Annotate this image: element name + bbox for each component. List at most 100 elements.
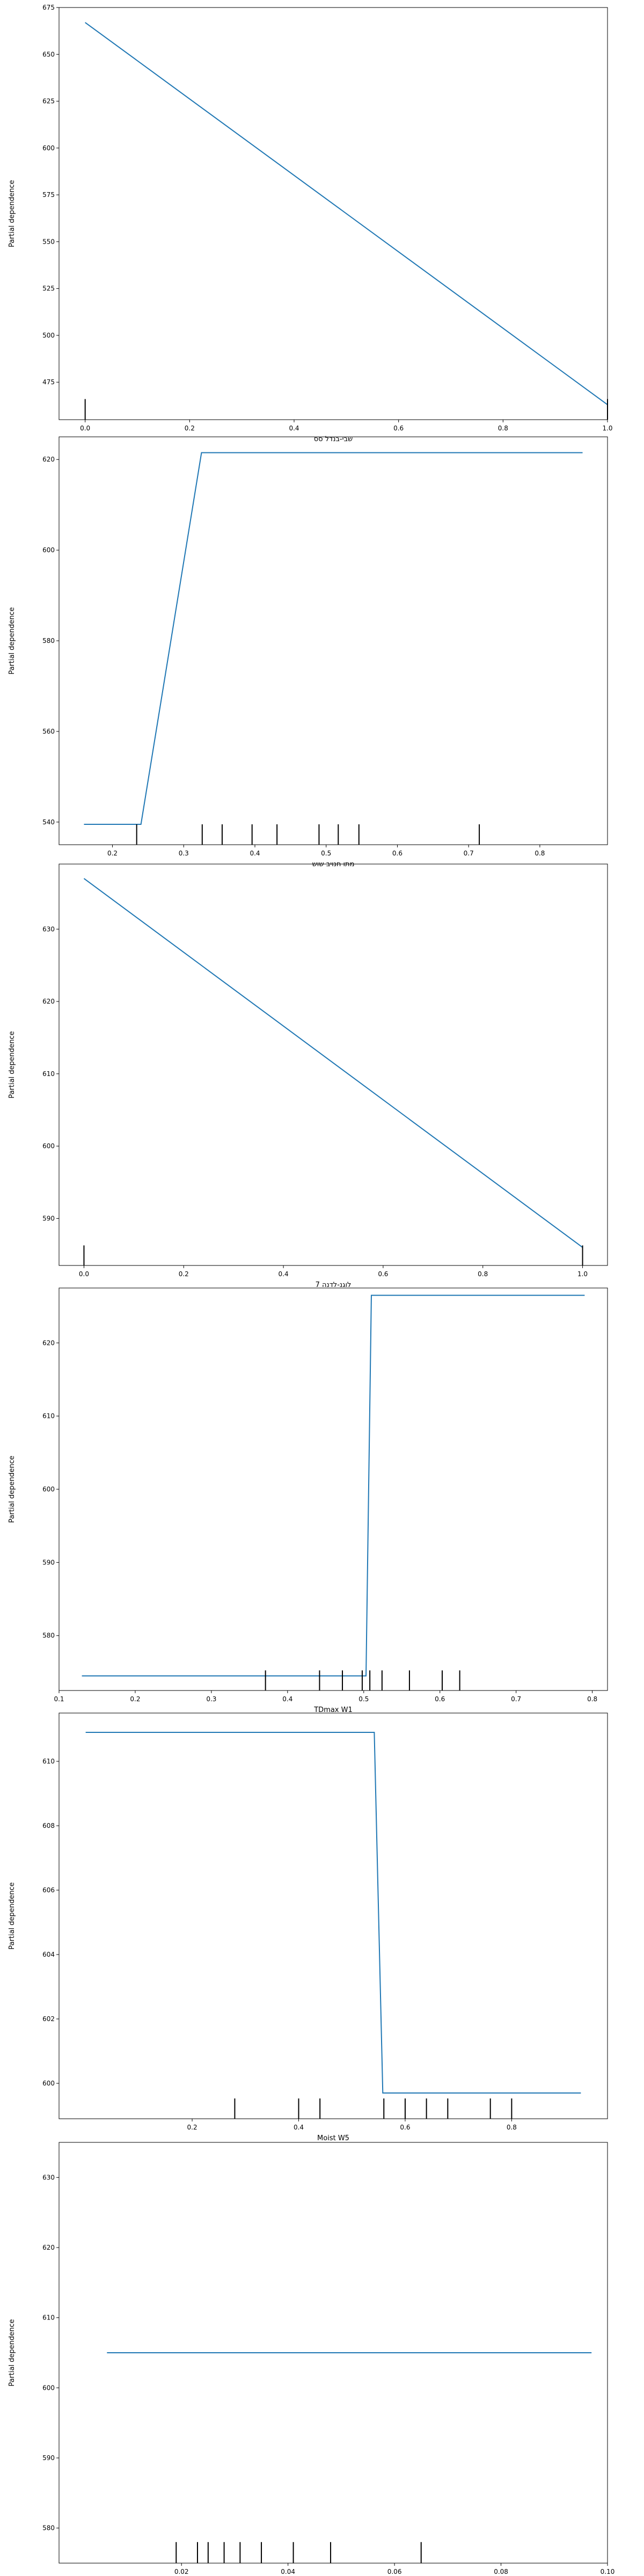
y-tick-label-6-3: 600 [42,2384,55,2391]
y-tick-label-5-6: 610 [42,1758,55,1765]
y-tick-label-4-2: 590 [42,1558,55,1566]
chart-panel-5: 0.2 0.4 0.6 0.8 600 602 604 606 608 610 Moist W5 Pa… [8,1713,608,2142]
y-tick-label-5-2: 602 [42,2015,55,2023]
x-tick-label-5-2: 0.4 [294,2124,304,2131]
y-tick-label-6-6: 630 [42,2174,55,2181]
axes-frame-4 [58,1287,608,1691]
y-tick-label-1-4: 550 [42,238,55,245]
y-axis-label-4: Partial dependence [8,1455,16,1523]
y-tick-label-6-1: 580 [42,2524,55,2532]
pd-line-5-1 [85,1732,581,2094]
y-axis-label-6: Partial dependence [8,2319,16,2386]
y-tick-label-6-2: 590 [42,2454,55,2462]
y-tick-label-5-5: 608 [42,1822,55,1829]
y-tick-label-4-1: 580 [42,1632,55,1640]
y-tick-label-5-4: 606 [42,1886,55,1894]
y-tick-label-2-1: 540 [42,818,55,826]
x-tick-label-4-2: 0.2 [130,1695,140,1703]
pd-line-3-1 [83,878,583,1248]
y-axis-label-5: Partial dependence [8,1882,16,1949]
x-tick-label-2-5: 0.6 [392,850,402,857]
pd-line-1-1 [85,22,608,405]
y-tick-label-1-3: 525 [42,285,55,292]
y-tick-label-4-4: 610 [42,1413,55,1420]
x-tick-label-3-2: 0.2 [179,1270,189,1278]
y-tick-label-3-5: 630 [42,925,55,933]
y-tick-label-1-6: 600 [42,144,55,152]
x-tick-label-4-8: 0.8 [587,1695,597,1703]
axes-frame-1 [58,7,608,420]
x-tick-label-5-1: 0.2 [187,2124,197,2131]
x-tick-label-1-4: 0.6 [393,425,404,432]
x-tick-label-4-1: 0.1 [54,1695,64,1703]
x-tick-label-6-4: 0.08 [494,2568,508,2575]
pd-line-2-1 [84,452,583,825]
x-tick-label-2-4: 0.5 [321,850,331,857]
x-tick-label-6-5: 0.10 [601,2568,615,2575]
y-tick-label-1-1: 475 [42,378,55,386]
x-tick-label-3-3: 0.4 [279,1270,289,1278]
x-tick-label-2-6: 0.7 [464,850,474,857]
chart-panel-1: 0.0 0.2 0.4 0.6 0.8 1.0 475 500 525 550 575 600 625 6… [8,4,613,443]
x-axis-label-4: TDmax W1 [313,1706,353,1714]
x-tick-label-2-7: 0.8 [535,850,545,857]
y-tick-label-3-1: 590 [42,1214,55,1222]
y-tick-label-3-3: 610 [42,1070,55,1078]
axes-frame-3 [58,863,608,1266]
x-tick-label-1-6: 1.0 [602,425,612,432]
chart-panel-4: 0.1 0.2 0.3 0.4 0.5 0.6 0.7 0.8 580 590 600 610 620 T… [8,1287,608,1714]
x-tick-label-3-6: 1.0 [577,1270,588,1278]
x-tick-label-1-2: 0.2 [185,425,195,432]
x-tick-label-6-1: 0.02 [174,2568,189,2575]
y-tick-label-3-4: 620 [42,998,55,1005]
axes-frame-6 [58,2142,608,2564]
chart-panel-6: 0.020.040.060.080.10580590600610620630תמ… [8,2142,615,2575]
y-tick-label-3-2: 600 [42,1143,55,1150]
axes-frame-2 [58,436,608,845]
y-tick-label-6-5: 620 [42,2244,55,2251]
y-axis-label-2: Partial dependence [8,607,16,674]
y-tick-label-5-3: 604 [42,1951,55,1958]
y-axis-label-3: Partial dependence [8,1031,16,1098]
x-tick-label-1-1: 0.0 [80,425,90,432]
y-tick-label-6-4: 610 [42,2314,55,2322]
x-tick-label-5-3: 0.6 [400,2124,410,2131]
pd-line-4-1 [82,1294,585,1677]
x-tick-label-4-5: 0.5 [358,1695,369,1703]
chart-panel-3: 0.0 0.2 0.4 0.6 0.8 1.0 590 600 610 620 630 7 לוגנ-… [8,863,608,1289]
y-tick-label-1-2: 500 [42,332,55,339]
y-tick-label-2-5: 620 [42,456,55,463]
x-tick-label-3-5: 0.8 [478,1270,488,1278]
chart-panel-2: 0.2 0.3 0.4 0.5 0.6 0.7 0.8540560580600620מתו … [8,436,608,868]
x-tick-label-3-4: 0.6 [378,1270,388,1278]
x-axis-label-3: 7 לוגנ-לדנה [316,1281,352,1289]
x-tick-label-4-4: 0.4 [282,1695,292,1703]
x-tick-label-6-2: 0.04 [281,2568,295,2575]
x-tick-label-4-6: 0.6 [435,1695,445,1703]
y-tick-label-1-9: 675 [42,4,55,11]
y-tick-label-2-4: 600 [42,546,55,554]
x-tick-label-2-2: 0.3 [179,850,189,857]
y-tick-label-2-2: 560 [42,728,55,735]
y-tick-label-2-3: 580 [42,637,55,645]
y-tick-label-1-7: 625 [42,98,55,105]
x-tick-label-4-3: 0.3 [206,1695,216,1703]
y-tick-label-1-8: 650 [42,50,55,58]
x-tick-label-3-1: 0.0 [79,1270,89,1278]
y-axis-label-1: Partial dependence [8,180,16,247]
x-tick-label-1-5: 0.8 [498,425,508,432]
x-axis-label-5: Moist W5 [317,2134,349,2142]
x-axis-label-1: שבי-בנדל סס [314,435,353,443]
x-tick-label-2-3: 0.4 [250,850,260,857]
x-tick-label-5-4: 0.8 [507,2124,517,2131]
axes-frame-5 [58,1713,608,2119]
x-tick-label-2-1: 0.2 [107,850,118,857]
y-tick-label-4-3: 600 [42,1485,55,1493]
x-tick-label-1-3: 0.4 [289,425,299,432]
y-tick-label-5-1: 600 [42,2080,55,2087]
y-tick-label-4-5: 620 [42,1339,55,1346]
y-tick-label-1-5: 575 [42,191,55,199]
x-tick-label-6-3: 0.06 [387,2568,402,2575]
x-tick-label-4-7: 0.7 [511,1695,521,1703]
